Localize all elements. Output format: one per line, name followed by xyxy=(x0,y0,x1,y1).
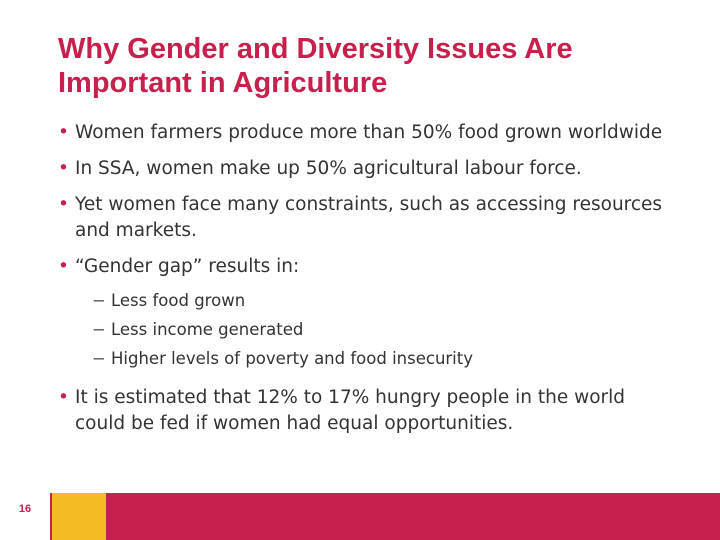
bullet-gender-gap-text: “Gender gap” results in: xyxy=(75,256,300,277)
footer-yellow-block xyxy=(52,493,106,540)
slide-title: Why Gender and Diversity Issues Are Impo… xyxy=(58,33,573,99)
page-number-box: 16 xyxy=(0,493,50,540)
bullet-list: Women farmers produce more than 50% food… xyxy=(58,120,678,437)
bullet-gender-gap: “Gender gap” results in: Less food grown… xyxy=(58,254,678,373)
sub-bullet-list: Less food grown Less income generated Hi… xyxy=(75,286,678,373)
sub-bullet-less-income: Less income generated xyxy=(75,315,678,344)
bullet-ssa-labour: In SSA, women make up 50% agricultural l… xyxy=(58,156,678,182)
bullet-constraints: Yet women face many constraints, such as… xyxy=(58,192,678,244)
sub-bullet-poverty: Higher levels of poverty and food insecu… xyxy=(75,344,678,373)
sub-bullet-less-food: Less food grown xyxy=(75,286,678,315)
bullet-women-farmers: Women farmers produce more than 50% food… xyxy=(58,120,678,146)
footer-bar: 16 xyxy=(0,493,720,540)
bullet-hunger-estimate: It is estimated that 12% to 17% hungry p… xyxy=(58,385,678,437)
page-number: 16 xyxy=(18,503,32,515)
